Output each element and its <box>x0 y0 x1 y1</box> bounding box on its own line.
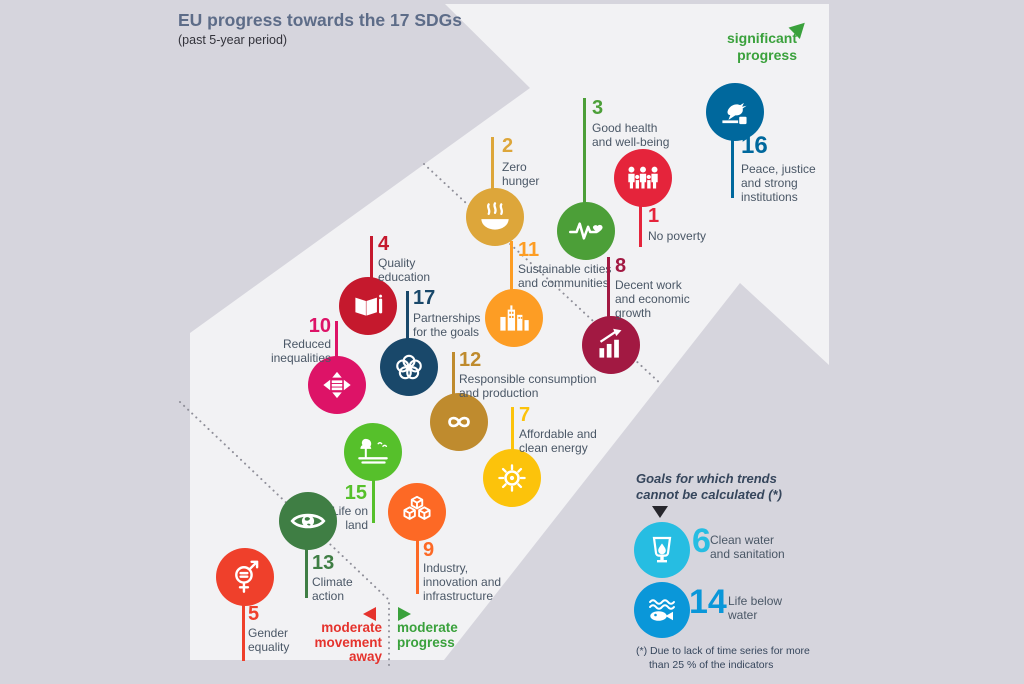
sdg-15-stem <box>372 480 375 523</box>
sdg-16-number: 16 <box>741 132 768 159</box>
sdg-2-circle <box>466 188 524 246</box>
gender-equality-icon <box>235 560 259 593</box>
sdg-15-circle <box>344 423 402 481</box>
building-blocks-icon <box>403 495 431 520</box>
interlocking-rings-icon <box>396 354 422 380</box>
infinity-loop-icon <box>448 416 470 428</box>
sdg-10-circle <box>308 356 366 414</box>
eye-globe-icon <box>290 513 326 529</box>
sdg-16-label: Peace, justice and strong institutions <box>741 162 816 205</box>
sdg-14-label: Life below water <box>728 594 783 623</box>
moderate-away-arrow-icon <box>363 607 376 621</box>
sdg-13-label: Climate action <box>312 575 353 604</box>
sdg-9-stem <box>416 540 419 594</box>
sdg-13-stem <box>305 549 308 598</box>
sdg-2-label: Zero hunger <box>502 160 540 189</box>
sdg-15-label: Life on land <box>331 504 368 533</box>
steaming-bowl-icon <box>481 202 509 230</box>
sdg-13-circle <box>279 492 337 550</box>
water-glass-icon <box>652 536 672 563</box>
sdg-15-number: 15 <box>344 482 367 504</box>
divider-significant-moderate <box>423 163 663 386</box>
sdg-16-circle <box>706 83 764 141</box>
sdg-17-number: 17 <box>413 287 436 309</box>
sdg-12-stem <box>452 352 455 394</box>
sdg-6-number: 6 <box>692 522 711 560</box>
sdg-4-number: 4 <box>378 233 390 255</box>
sdg-17-stem <box>406 291 409 339</box>
sdg-11-circle <box>485 289 543 347</box>
sdg-5-stem <box>242 605 245 661</box>
sdg-9-label: Industry, innovation and infrastructure <box>423 561 502 604</box>
moderate-progress-arrow-icon <box>398 607 411 621</box>
sdg-7-number: 7 <box>519 404 531 426</box>
sdg-1-label: No poverty <box>648 229 707 243</box>
sdg-6-label: Clean water and sanitation <box>710 533 785 562</box>
sun-energy-icon <box>498 464 526 492</box>
sdg-16-stem <box>731 139 734 198</box>
sdg-12-label: Responsible consumption and production <box>459 372 597 401</box>
footnote: (*) Due to lack of time series for more … <box>636 645 810 672</box>
sdg-1-circle <box>614 149 672 207</box>
sdg-2-number: 2 <box>502 135 514 157</box>
sdg-6-circle <box>634 522 690 578</box>
sdg-3-number: 3 <box>592 97 604 119</box>
sdg-2-stem <box>491 137 494 189</box>
growth-chart-icon <box>599 328 622 358</box>
people-icon <box>628 166 658 189</box>
significant-progress-label: significant progress <box>726 30 797 64</box>
page-title: EU progress towards the 17 SDGs <box>178 10 462 30</box>
sdg-1-number: 1 <box>648 205 660 227</box>
sdg-7-circle <box>483 449 541 507</box>
moderate-movement-away-label: moderate movement away <box>314 620 382 665</box>
sdg-3-label: Good health and well-being <box>592 121 670 150</box>
moderate-progress-label: moderate progress <box>397 620 458 650</box>
sdg-10-label: Reduced inequalities <box>270 337 331 366</box>
sdg-4-circle <box>339 277 397 335</box>
city-skyline-icon <box>500 305 529 331</box>
sdg-5-label: Gender equality <box>248 626 290 655</box>
sdg-8-label: Decent work and economic growth <box>615 278 690 321</box>
sdg-9-number: 9 <box>423 539 435 561</box>
divider-moderate-away <box>179 401 390 670</box>
triangle-down-icon <box>652 506 668 518</box>
sdg-5-number: 5 <box>248 603 260 625</box>
sdg-4-label: Quality education <box>378 256 431 285</box>
sdg-11-stem <box>510 241 513 290</box>
sdg-17-circle <box>380 338 438 396</box>
sdg-5-circle <box>216 548 274 606</box>
sdg-12-number: 12 <box>459 349 482 371</box>
sdg-17-label: Partnerships for the goals <box>413 311 481 340</box>
open-book-icon <box>355 294 383 316</box>
fish-waves-icon <box>649 599 675 621</box>
sdg-8-stem <box>607 257 610 317</box>
sdg-10-number: 10 <box>308 315 331 337</box>
sdg-1-stem <box>639 205 642 247</box>
tree-land-icon <box>358 438 388 464</box>
equality-arrows-icon <box>323 371 351 399</box>
no-trend-heading: Goals for which trends cannot be calcula… <box>636 471 782 503</box>
sdg-7-stem <box>511 407 514 450</box>
sdg-14-circle <box>634 582 690 638</box>
peace-dove-icon <box>722 102 747 125</box>
sdg-10-stem <box>335 321 338 357</box>
sdg-8-circle <box>582 316 640 374</box>
sdg-3-stem <box>583 98 586 203</box>
sdg-8-number: 8 <box>615 255 627 277</box>
sdg-9-circle <box>388 483 446 541</box>
sdg-11-label: Sustainable cities and communities <box>518 262 612 291</box>
sdg-7-label: Affordable and clean energy <box>519 427 597 456</box>
heartbeat-icon <box>568 222 603 240</box>
sdg-12-circle <box>430 393 488 451</box>
sdg-13-number: 13 <box>312 552 335 574</box>
sdg-4-stem <box>370 236 373 278</box>
sdg-3-circle <box>557 202 615 260</box>
page-subtitle: (past 5-year period) <box>178 33 288 47</box>
sdg-14-number: 14 <box>689 583 727 621</box>
sdg-11-number: 11 <box>518 239 540 261</box>
